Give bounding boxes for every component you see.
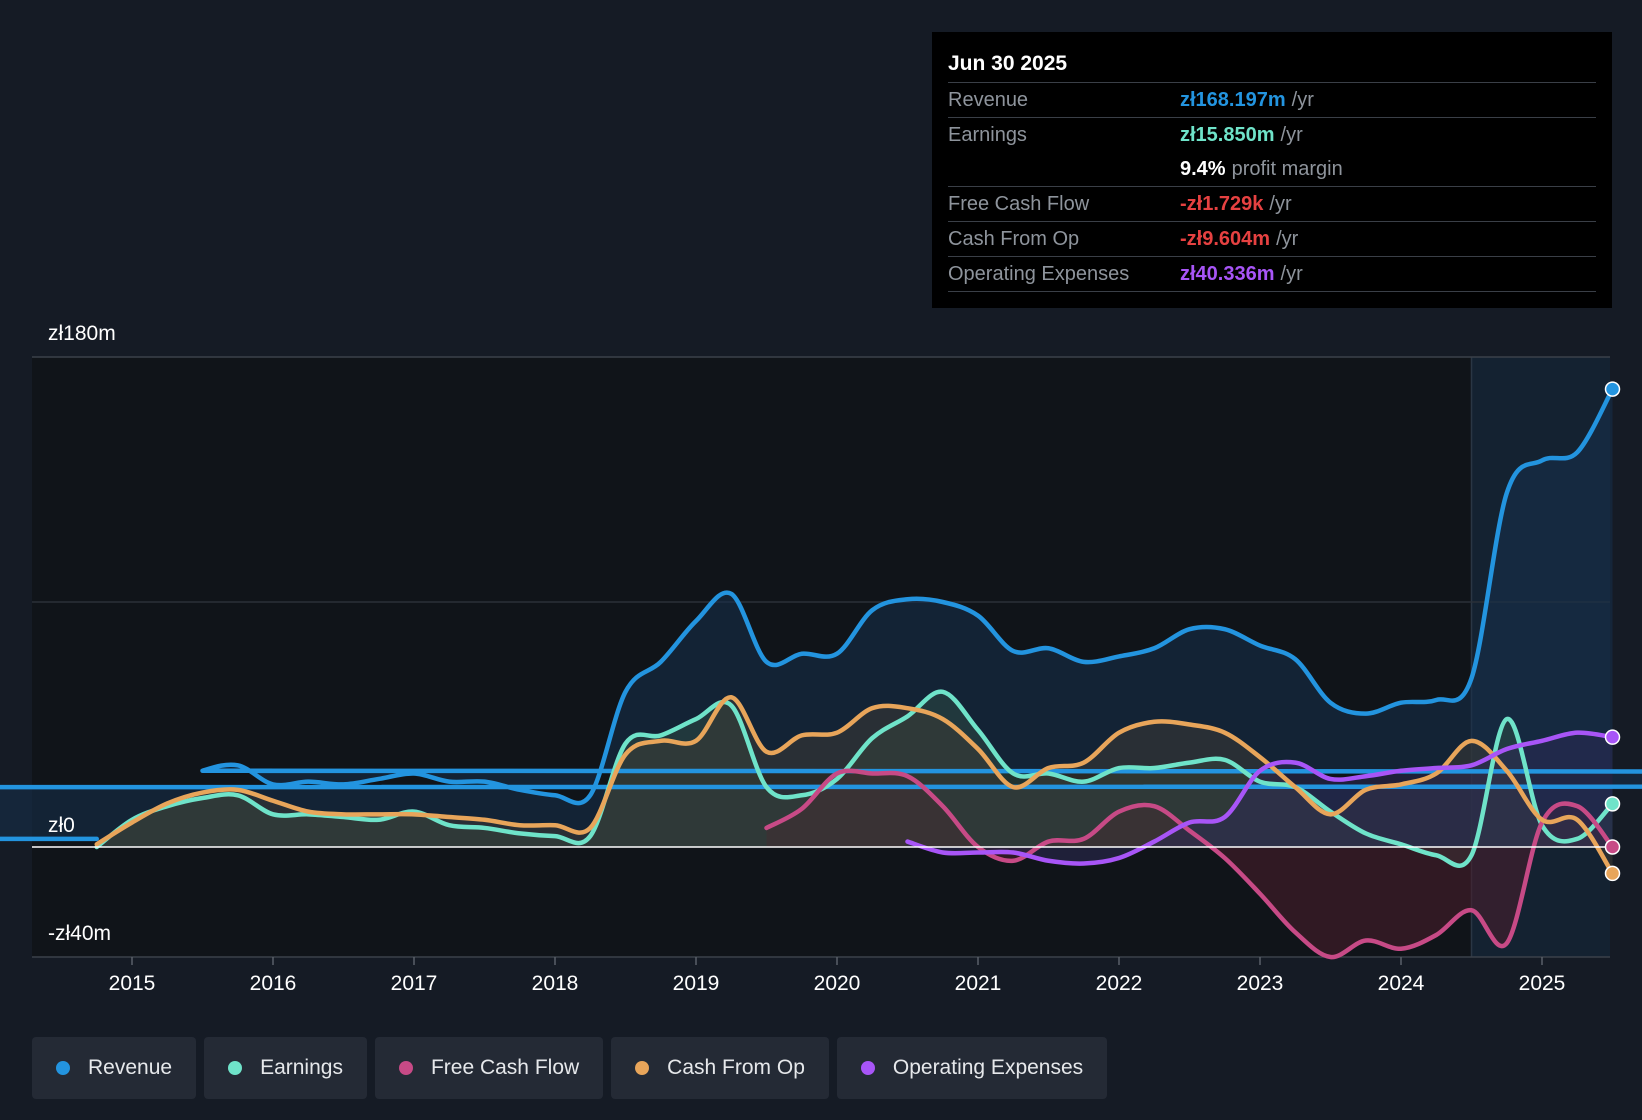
cash-from-op-line: [94, 695, 1615, 876]
legend-label: Cash From Op: [667, 1056, 805, 1079]
tooltip-row-label: [948, 152, 1180, 186]
tooltip-row: 9.4% profit margin: [948, 152, 1596, 187]
tooltip-row-unit: /yr: [1280, 263, 1303, 285]
x-tick-label: 2023: [1237, 972, 1284, 995]
x-tick-label: 2016: [250, 972, 297, 995]
x-tick-label: 2019: [673, 972, 720, 995]
cash-from-op-endpoint: [1604, 865, 1621, 882]
tooltip-row-value: -zł9.604m: [1180, 228, 1271, 250]
tooltip-row-value: zł168.197m: [1180, 89, 1286, 111]
legend-dot-icon: [635, 1061, 650, 1075]
grid-lines: [32, 356, 1610, 958]
series-lines: [0, 389, 1642, 960]
tooltip-row-unit: /yr: [1269, 193, 1292, 215]
tooltip-row: Revenue zł168.197m/yr: [948, 83, 1596, 118]
x-axis-ticks: 2015 2016 2017 2018 2019 2020 2021 2022 2023 2024…: [109, 957, 1566, 995]
x-tick-label: 2024: [1378, 972, 1425, 995]
operating-expenses-endpoint: [1604, 729, 1621, 745]
free-cash-flow-area: [766, 770, 1613, 958]
tooltip-row-value: 9.4%: [1180, 158, 1226, 180]
tooltip-row-label: Free Cash Flow: [948, 193, 1090, 215]
operating-expenses-line: [905, 730, 1615, 866]
tooltip-row-label: Operating Expenses: [948, 263, 1130, 285]
earnings-line: [94, 689, 1615, 868]
tooltip-row-unit: /yr: [1280, 124, 1303, 146]
tooltip-row: Free Cash Flow -zł1.729k/yr: [948, 187, 1596, 222]
y-tick-label: zł180m: [48, 322, 116, 345]
y-tick-label: zł0: [48, 814, 75, 837]
y-tick-label: -zł40m: [48, 922, 111, 945]
legend-dot-icon: [398, 1061, 413, 1075]
tooltip-date: Jun 30 2025: [948, 46, 1596, 83]
x-tick-label: 2015: [109, 972, 156, 995]
legend-dot-icon: [228, 1061, 243, 1075]
tooltip-row-value: zł40.336m: [1180, 263, 1275, 285]
tooltip-row: Cash From Op -zł9.604m/yr: [948, 222, 1596, 257]
series-endpoints: [1604, 381, 1621, 882]
tooltip-row-label: Revenue: [948, 89, 1029, 111]
free-cash-flow-endpoint: [1604, 839, 1621, 855]
tooltip-row-label: Cash From Op: [948, 228, 1080, 250]
x-tick-label: 2021: [955, 972, 1002, 995]
legend-dot-icon: [56, 1061, 70, 1075]
legend-label: Free Cash Flow: [430, 1056, 580, 1079]
x-tick-label: 2020: [814, 972, 861, 995]
legend-item[interactable]: Revenue: [32, 1037, 197, 1099]
tooltip-row-label: Earnings: [948, 124, 1027, 146]
tooltip-row-unit: /yr: [1291, 89, 1314, 111]
tooltip-row: Operating Expenses zł40.336m/yr: [948, 257, 1596, 292]
legend-item[interactable]: Cash From Op: [611, 1037, 829, 1099]
legend-item[interactable]: Free Cash Flow: [374, 1037, 604, 1099]
tooltip-rows: Revenue zł168.197m/yr Earnings zł15.850m/yr…: [948, 83, 1596, 292]
legend-item[interactable]: Earnings: [204, 1037, 367, 1099]
x-tick-label: 2025: [1519, 972, 1566, 995]
legend-label: Earnings: [260, 1056, 343, 1079]
legend-item[interactable]: Operating Expenses: [836, 1037, 1108, 1099]
legend-label: Revenue: [88, 1056, 173, 1079]
tooltip-row-unit: /yr: [1276, 228, 1299, 250]
free-cash-flow-line: [764, 768, 1615, 960]
operating-expenses-area: [907, 732, 1613, 864]
x-tick-label: 2018: [532, 972, 579, 995]
y-axis-ticks: zł180m zł0 -zł40m: [48, 322, 116, 945]
revenue-endpoint: [1604, 381, 1621, 397]
legend-label: Operating Expenses: [892, 1056, 1084, 1079]
legend: Revenue Earnings Free Cash Flow Cash From O…: [32, 1037, 1108, 1099]
tooltip-row-value: -zł1.729k: [1180, 193, 1264, 215]
legend-dot-icon: [860, 1061, 875, 1075]
tooltip-row: Earnings zł15.850m/yr: [948, 118, 1596, 152]
earnings-endpoint: [1604, 796, 1621, 812]
x-tick-label: 2017: [391, 972, 438, 995]
tooltip-row-value: zł15.850m: [1180, 124, 1275, 146]
x-tick-label: 2022: [1096, 972, 1143, 995]
tooltip-row-unit: profit margin: [1231, 158, 1343, 180]
tooltip-panel: Jun 30 2025 Revenue zł168.197m/yr Earnings…: [932, 32, 1612, 308]
